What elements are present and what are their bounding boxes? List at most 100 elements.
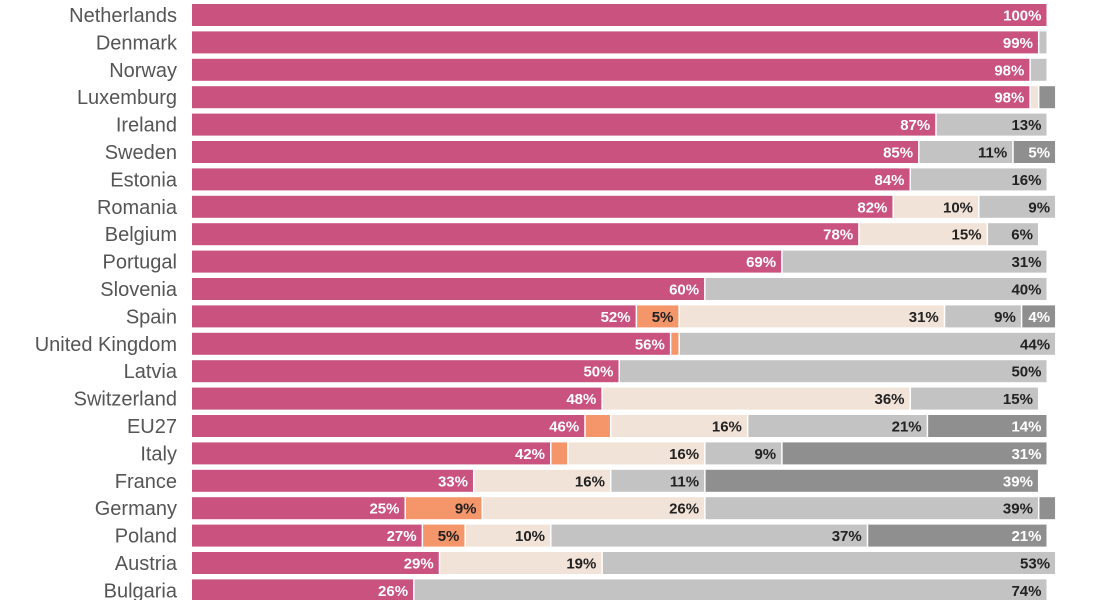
data-label: 56% [635, 336, 665, 353]
bar-segment [979, 195, 1056, 218]
bar-segment [406, 497, 482, 520]
data-label: 99% [1003, 35, 1033, 52]
category-label: Bulgaria [104, 580, 178, 600]
data-label: 11% [670, 473, 699, 490]
data-label: 11% [978, 145, 1007, 162]
bar-segment [474, 469, 610, 492]
category-label: Italy [140, 443, 177, 465]
bar-row: Ireland 87% 13% [116, 113, 1047, 137]
bar-segment [782, 442, 1047, 465]
bar-row: Spain 52% 5% 31% 9% 4% [126, 305, 1056, 328]
category-label: EU27 [127, 416, 177, 438]
data-label: 16% [712, 419, 742, 436]
data-label: 6% [1011, 227, 1033, 244]
bar-segment [192, 305, 636, 328]
bar-segment [192, 552, 439, 574]
category-label: Norway [109, 60, 177, 82]
data-label: 31% [1011, 446, 1041, 463]
bar-segment [1039, 31, 1047, 54]
bar-segment [192, 497, 405, 520]
bar-segment [602, 552, 1056, 574]
data-label: 40% [1011, 282, 1041, 299]
bar-segment [192, 250, 782, 273]
data-label: 39% [1003, 473, 1033, 490]
data-label: 44% [1020, 336, 1050, 353]
category-label: Sweden [105, 142, 177, 164]
data-label: 16% [1011, 172, 1041, 189]
bar-segment [705, 469, 1038, 492]
bar-segment [1030, 86, 1038, 109]
bar-segment [192, 332, 670, 355]
data-label: 39% [1003, 501, 1033, 518]
data-label: 27% [387, 528, 417, 545]
bar-segment [637, 305, 679, 328]
bar-row: Norway 98% [109, 58, 1047, 82]
category-label: Luxemburg [77, 87, 177, 109]
category-label: France [115, 471, 177, 493]
bar-segment [483, 497, 705, 520]
data-label: 31% [1011, 254, 1041, 271]
bar-segment [620, 360, 1047, 383]
bar-segment [192, 524, 422, 547]
category-label: Estonia [110, 169, 178, 191]
data-label: 15% [1003, 391, 1033, 408]
data-label: 9% [754, 446, 776, 463]
data-label: 42% [515, 446, 545, 463]
bar-segment [928, 415, 1047, 437]
data-label: 26% [669, 501, 699, 518]
bar-segment [423, 524, 465, 547]
bar-segment [1030, 58, 1047, 81]
category-label: Ireland [116, 115, 177, 137]
bar-segment [192, 168, 910, 191]
data-label: 10% [515, 528, 545, 545]
data-label: 69% [746, 254, 776, 271]
data-label: 98% [994, 62, 1024, 79]
data-label: 9% [455, 501, 477, 518]
bar-segment [192, 195, 893, 218]
bar-row: Latvia 50% 50% [124, 360, 1047, 383]
data-label: 5% [1028, 145, 1050, 162]
data-label: 21% [892, 419, 922, 436]
bar-segment [671, 332, 679, 355]
category-label: Switzerland [74, 389, 177, 411]
data-label: 26% [378, 583, 408, 600]
category-label: Slovenia [100, 279, 178, 301]
category-label: Spain [126, 306, 177, 328]
bar-segment [611, 469, 705, 492]
data-label: 25% [369, 501, 399, 518]
bar-row: Germany 25% 9% 26% 39% [95, 497, 1056, 520]
data-label: 60% [669, 282, 699, 299]
bar-segment [945, 305, 1021, 328]
bar-segment [1039, 497, 1056, 520]
data-label: 16% [669, 446, 699, 463]
bar-row: Italy 42% 16% 9% 31% [140, 442, 1047, 465]
data-label: 5% [438, 528, 460, 545]
bar-row: EU27 46% 16% 21% 14% [127, 415, 1047, 438]
bar-segment [611, 415, 747, 437]
bar-segment [1022, 305, 1056, 328]
bar-segment [440, 552, 602, 574]
bar-segment [465, 524, 551, 547]
data-label: 46% [549, 419, 579, 436]
data-label: 48% [566, 391, 596, 408]
category-label: Denmark [96, 32, 178, 54]
category-label: Belgium [105, 224, 177, 246]
category-label: Poland [115, 526, 177, 548]
data-label: 100% [1003, 8, 1041, 25]
data-label: 5% [652, 309, 674, 326]
bar-segment [748, 415, 927, 437]
bar-segment [1013, 141, 1056, 163]
bar-row: Slovenia 60% 40% [100, 278, 1047, 301]
bar-segment [705, 442, 782, 465]
bar-segment [192, 4, 1047, 26]
category-label: Portugal [103, 252, 178, 274]
bar-segment [705, 497, 1038, 520]
data-label: 50% [583, 364, 613, 381]
bar-segment [1039, 86, 1056, 109]
bar-segment [192, 86, 1030, 109]
data-label: 21% [1011, 528, 1041, 545]
bar-segment [988, 223, 1038, 246]
data-label: 19% [566, 556, 596, 573]
data-label: 31% [909, 309, 939, 326]
data-label: 16% [575, 473, 605, 490]
